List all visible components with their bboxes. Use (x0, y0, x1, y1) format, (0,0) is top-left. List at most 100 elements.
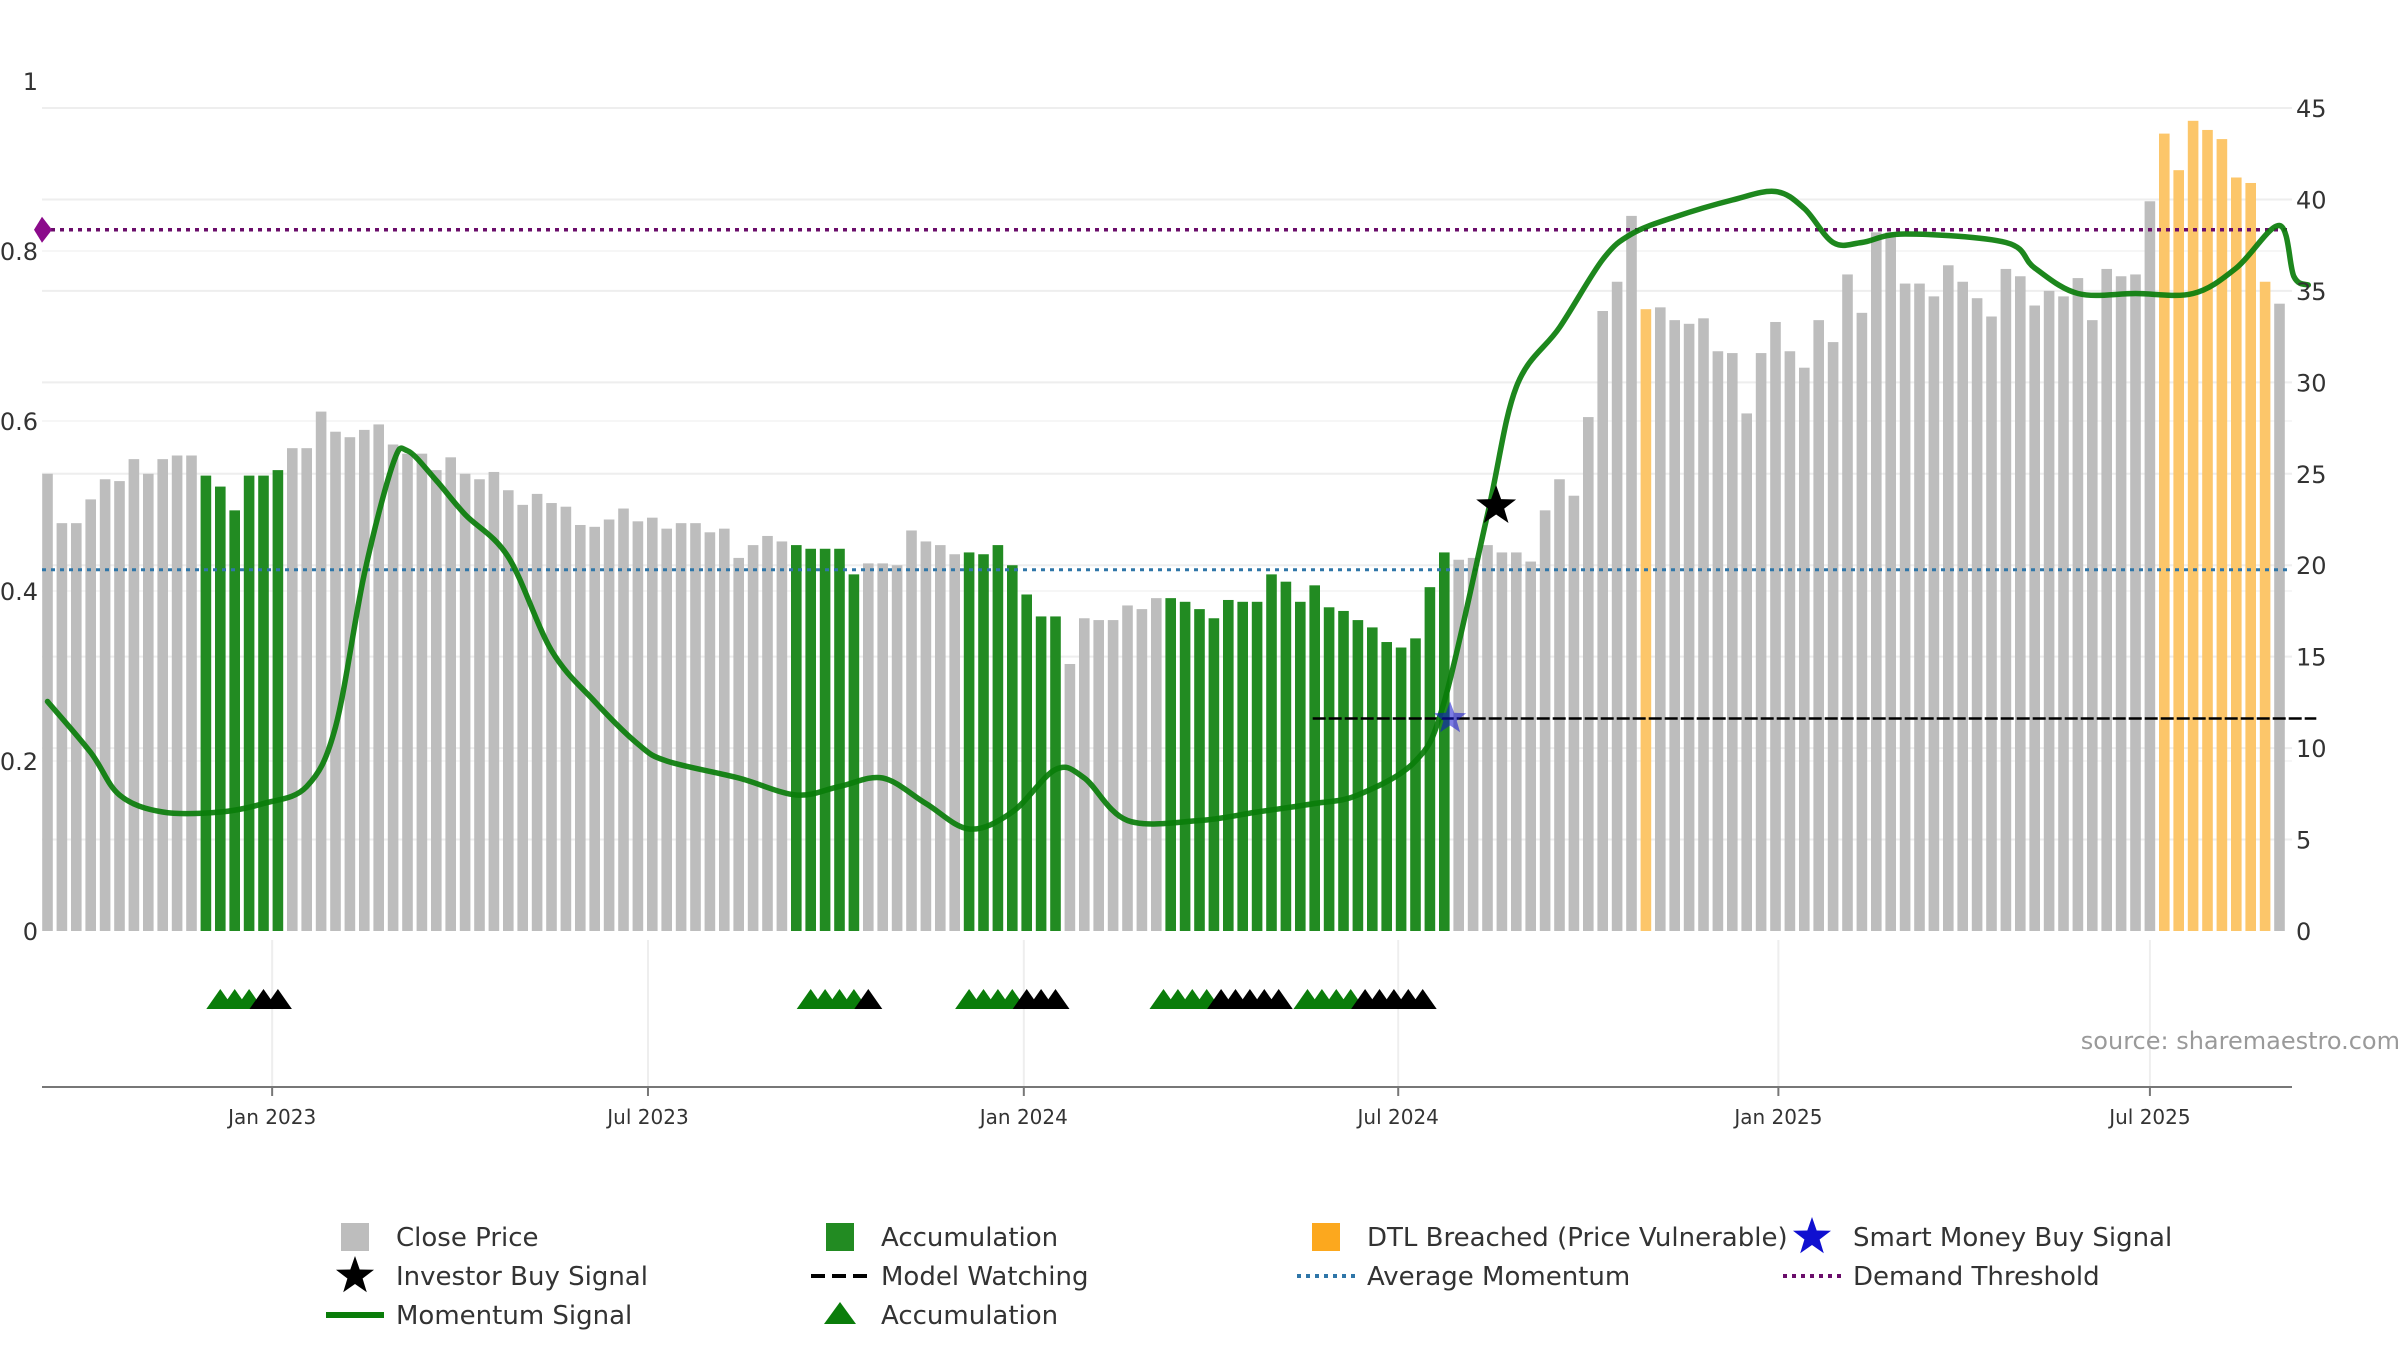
close-price-bar (143, 473, 154, 931)
accumulation-bar (1395, 647, 1407, 931)
price-bars (42, 120, 2285, 932)
close-price-bar (949, 554, 960, 931)
right-tick-label: 40 (2296, 186, 2327, 214)
accumulation-bar (1280, 581, 1292, 931)
dtl-breached-bar (2159, 133, 2170, 932)
close-price-bar (445, 457, 456, 931)
close-price-bar (1064, 663, 1076, 931)
close-price-bar (1784, 351, 1796, 932)
close-price-bar (2274, 303, 2285, 931)
x-tick-label: Jan 2025 (1732, 1105, 1822, 1129)
accumulation-bar (258, 475, 269, 931)
close-price-bar (1741, 413, 1752, 931)
close-price-bar (171, 455, 183, 931)
accumulation-bar (1352, 620, 1364, 931)
accumulation-bar (1194, 609, 1205, 931)
left-tick-label: 0.6 (0, 408, 38, 436)
accumulation-bar (1367, 627, 1378, 931)
close-price-bar (1842, 274, 1853, 931)
left-tick-label: 0.2 (0, 748, 38, 776)
momentum-signal (44, 188, 2312, 832)
dtl-breached-bar (2187, 120, 2199, 931)
accumulation-bar (1410, 638, 1421, 931)
close-price-bar (863, 563, 874, 931)
accumulation-bar (1035, 616, 1047, 931)
close-price-bar (719, 528, 730, 931)
accumulation-marker-black (1041, 989, 1070, 1009)
accumulation-bar (272, 470, 284, 931)
smart-money-buy-signal (1433, 701, 1467, 733)
close-price-bar (1683, 323, 1695, 931)
close-price-bar (690, 523, 701, 931)
close-price-bar (2144, 201, 2156, 932)
left-tick-label: 0.4 (0, 578, 38, 606)
legend-star-3 (1793, 1217, 1831, 1254)
close-price-bar (1957, 281, 1968, 931)
close-price-bar (517, 504, 528, 931)
close-price-bar (85, 499, 96, 931)
close-price-bar (56, 523, 68, 931)
legend-label: Model Watching (881, 1262, 1088, 1292)
close-price-bar (1597, 311, 1608, 931)
close-price-bar (877, 563, 888, 931)
close-price-bar (1885, 232, 1896, 931)
accumulation-bar (963, 552, 975, 931)
accumulation-bar (1338, 610, 1349, 931)
close-price-bar (2072, 278, 2084, 931)
close-price-bar (2058, 296, 2069, 931)
right-tick-label: 45 (2296, 95, 2327, 123)
accumulation-bar (1381, 642, 1392, 931)
accumulation-bar (1165, 598, 1176, 931)
close-price-bar (560, 506, 572, 931)
close-price-bar (402, 453, 413, 931)
source-label: source: sharemaestro.com (2081, 1027, 2400, 1055)
legend-label: Accumulation (881, 1223, 1058, 1253)
close-price-bar (1626, 215, 1637, 932)
close-price-bar (575, 524, 586, 931)
close-price-bar (891, 565, 903, 931)
close-price-bar (762, 535, 773, 931)
close-price-bar (546, 503, 557, 931)
close-price-bar (733, 557, 744, 931)
accumulation-bar (791, 545, 802, 931)
legend-triangle-9 (824, 1302, 856, 1324)
close-price-bar (1856, 312, 1868, 931)
close-price-bar (1525, 561, 1536, 931)
close-price-bar (1669, 320, 1680, 931)
right-tick-label: 35 (2296, 278, 2327, 306)
close-price-bar (935, 545, 946, 931)
close-price-bar (387, 444, 399, 931)
close-price-bar (2115, 276, 2127, 931)
right-tick-label: 0 (2296, 918, 2311, 946)
dtl-breached-bar (2173, 170, 2184, 931)
accumulation-marker-black (1408, 989, 1437, 1009)
close-price-bar (906, 530, 917, 931)
left-tick-label: 0 (23, 918, 38, 946)
close-price-bar (287, 448, 298, 931)
close-price-bar (2130, 274, 2141, 931)
close-price-bar (920, 541, 932, 931)
close-price-bar (1583, 417, 1594, 931)
dtl-breached-bar (1640, 309, 1652, 932)
left-tick-label: 1 (23, 68, 38, 96)
close-price-bar (1093, 620, 1104, 931)
close-price-bar (1827, 342, 1839, 931)
close-price-bar (675, 523, 687, 931)
right-tick-label: 5 (2296, 827, 2311, 855)
accumulation-bar (1323, 607, 1335, 931)
close-price-bar (330, 431, 341, 931)
legend-label: Average Momentum (1367, 1262, 1630, 1292)
close-price-bar (431, 470, 442, 931)
legend-label: Momentum Signal (396, 1301, 632, 1331)
close-price-bar (1511, 552, 1522, 931)
close-price-bar (1453, 559, 1464, 931)
dtl-breached-bar (2216, 139, 2228, 931)
accumulation-bar (848, 574, 860, 931)
legend: Close Price Accumulation DTL Breached (Pri… (326, 1217, 2172, 1331)
x-tick-label: Jan 2024 (978, 1105, 1068, 1129)
accumulation-bar (1309, 585, 1320, 931)
legend-label: DTL Breached (Price Vulnerable) (1367, 1223, 1788, 1253)
momentum-signal-line (44, 188, 2312, 832)
